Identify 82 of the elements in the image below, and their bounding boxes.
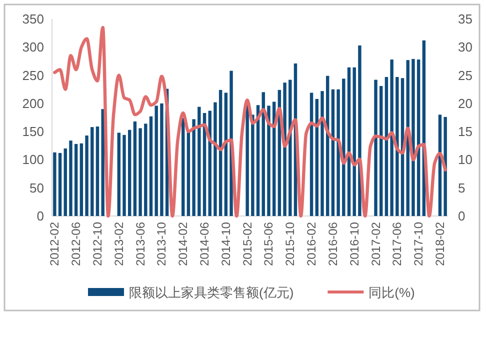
x-tick-label: 2014-02 xyxy=(176,222,190,266)
bar xyxy=(352,67,356,216)
bar xyxy=(310,92,314,216)
x-tick-label: 2017-10 xyxy=(412,222,426,266)
bar xyxy=(251,114,254,216)
bar xyxy=(74,144,78,216)
bar xyxy=(53,152,56,216)
x-tick-label: 2014-06 xyxy=(198,222,212,266)
bar xyxy=(186,132,190,216)
bar xyxy=(85,136,88,216)
bar xyxy=(133,121,137,216)
legend-label: 同比(%) xyxy=(368,285,415,300)
x-tick-label: 2015-06 xyxy=(262,222,276,266)
bar xyxy=(214,102,217,216)
bar xyxy=(90,127,94,216)
y-tick-label: 300 xyxy=(22,40,44,55)
bar xyxy=(331,89,335,216)
bar xyxy=(390,60,394,216)
x-tick-label: 2012-06 xyxy=(69,222,84,266)
y2-tick-label: 35 xyxy=(458,12,472,26)
bar xyxy=(138,128,142,216)
bar xyxy=(58,152,62,216)
y-tick-label: 150 xyxy=(22,124,44,140)
x-tick-label: 2013-02 xyxy=(112,222,126,266)
bar xyxy=(218,90,222,216)
bar xyxy=(444,116,447,216)
bar xyxy=(342,78,346,216)
bar xyxy=(192,119,196,216)
x-tick-label: 2016-10 xyxy=(347,222,362,266)
bar xyxy=(96,126,100,216)
bar xyxy=(320,91,324,216)
x-tick-label: 2014-10 xyxy=(218,222,233,266)
y2-tick-label: 20 xyxy=(458,96,472,111)
x-tick-label: 2016-06 xyxy=(326,222,340,266)
bar xyxy=(416,60,420,216)
y2-tick-label: 25 xyxy=(458,68,472,83)
x-tick-label: 2018-02 xyxy=(432,222,447,266)
bar xyxy=(69,140,72,216)
y-tick-label: 200 xyxy=(22,96,44,111)
bar xyxy=(336,89,340,216)
y-tick-label: 0 xyxy=(36,208,44,224)
x-tick-label: 2015-10 xyxy=(283,222,298,266)
legend-label: 限额以上家具类零售额(亿元) xyxy=(129,285,294,300)
x-tick-label: 2017-02 xyxy=(368,222,383,266)
bar xyxy=(380,86,383,216)
bar xyxy=(160,103,164,216)
y-tick-label: 250 xyxy=(22,68,44,83)
bar xyxy=(154,106,158,216)
bar xyxy=(315,98,318,216)
x-tick-label: 2016-02 xyxy=(304,222,319,266)
x-tick-label: 2012-10 xyxy=(90,222,104,266)
bar xyxy=(101,109,104,216)
bar xyxy=(117,132,120,216)
y-tick-label: 100 xyxy=(22,152,44,168)
y2-tick-label: 0 xyxy=(458,208,466,224)
x-tick-label: 2012-02 xyxy=(48,222,62,266)
x-tick-label: 2017-06 xyxy=(390,222,404,266)
bar xyxy=(198,106,201,216)
y2-tick-label: 10 xyxy=(458,152,472,168)
y-tick-label: 50 xyxy=(30,180,44,196)
bar xyxy=(396,76,399,216)
bar xyxy=(64,148,67,216)
x-tick-label: 2013-06 xyxy=(133,222,148,266)
bar xyxy=(122,134,126,216)
bar xyxy=(267,106,270,216)
bar xyxy=(384,76,388,216)
bar xyxy=(80,143,84,216)
bar xyxy=(144,124,148,216)
bar xyxy=(224,92,228,216)
x-tick-label: 2013-10 xyxy=(154,222,169,266)
bar xyxy=(347,67,351,216)
bar xyxy=(283,82,286,216)
y2-tick-label: 5 xyxy=(458,180,466,196)
y2-tick-label: 15 xyxy=(458,124,472,140)
bar xyxy=(182,118,185,216)
y2-tick-label: 30 xyxy=(458,40,472,55)
bar xyxy=(128,130,132,216)
bar xyxy=(374,80,378,216)
bar xyxy=(149,116,153,216)
x-tick-label: 2015-02 xyxy=(240,222,254,266)
y-tick-label: 350 xyxy=(22,12,44,26)
bar xyxy=(412,58,415,216)
